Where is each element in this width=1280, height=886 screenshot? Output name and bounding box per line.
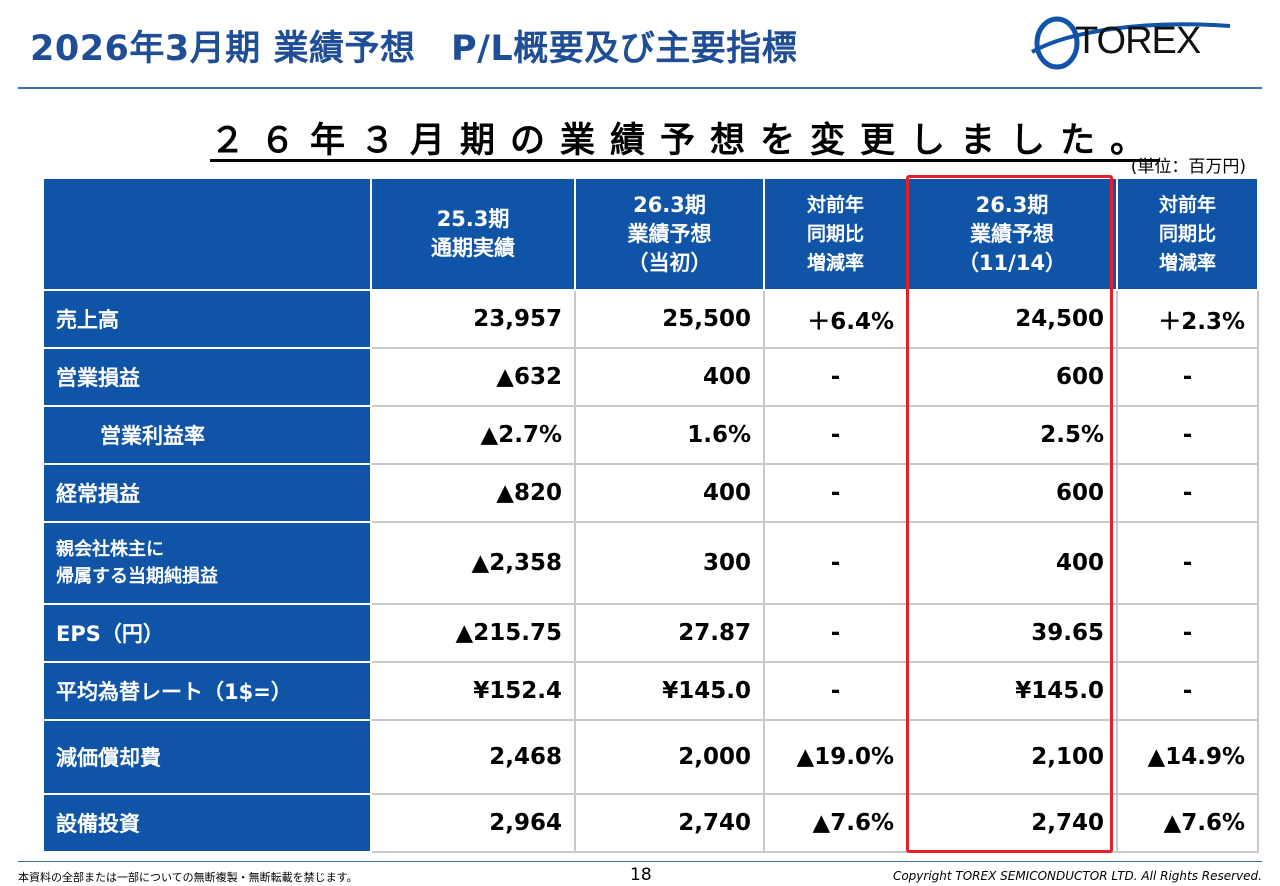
table-row: 営業利益率 ▲2.7% 1.6% - 2.5% - xyxy=(42,405,1259,465)
value-cell: 2,964 xyxy=(370,793,576,853)
header-corner xyxy=(42,177,372,291)
value-cell: - xyxy=(763,347,908,407)
value-cell: 400 xyxy=(906,521,1118,605)
header-fy25-actual: 25.3期 通期実績 xyxy=(370,177,576,291)
table-row: 営業損益 ▲632 400 - 600 - xyxy=(42,347,1259,407)
header-fy26-revised: 26.3期 業績予想 （11/14） xyxy=(906,177,1118,291)
row-label: 減価償却費 xyxy=(42,719,372,795)
value-cell: 27.87 xyxy=(574,603,765,663)
value-cell: 1.6% xyxy=(574,405,765,465)
row-label: 親会社株主に 帰属する当期純損益 xyxy=(42,521,372,605)
value-cell: ＋6.4% xyxy=(763,289,908,349)
row-label: EPS（円） xyxy=(42,603,372,663)
value-cell: 2,740 xyxy=(574,793,765,853)
page-number: 18 xyxy=(630,865,652,885)
value-cell: ▲2.7% xyxy=(370,405,576,465)
value-cell: 2,468 xyxy=(370,719,576,795)
value-cell: - xyxy=(1116,347,1259,407)
value-cell: 2,100 xyxy=(906,719,1118,795)
value-cell: ¥145.0 xyxy=(574,661,765,721)
footer-divider xyxy=(18,861,1262,862)
table-row: 設備投資 2,964 2,740 ▲7.6% 2,740 ▲7.6% xyxy=(42,793,1259,853)
value-cell: ▲19.0% xyxy=(763,719,908,795)
row-label: 平均為替レート（1$=） xyxy=(42,661,372,721)
value-cell: 24,500 xyxy=(906,289,1118,349)
revised-forecast-highlight xyxy=(906,175,1113,853)
table-row: 売上高 23,957 25,500 ＋6.4% 24,500 ＋2.3% xyxy=(42,289,1259,349)
value-cell: - xyxy=(763,521,908,605)
value-cell: ▲7.6% xyxy=(763,793,908,853)
value-cell: 600 xyxy=(906,347,1118,407)
table-row: 減価償却費 2,468 2,000 ▲19.0% 2,100 ▲14.9% xyxy=(42,719,1259,795)
value-cell: 2.5% xyxy=(906,405,1118,465)
value-cell: - xyxy=(1116,521,1259,605)
row-label: 設備投資 xyxy=(42,793,372,853)
footer-note: 本資料の全部または一部についての無断複製・無断転載を禁じます。 xyxy=(18,871,358,884)
header-yoy-2: 対前年 同期比 増減率 xyxy=(1116,177,1259,291)
torex-logo-icon xyxy=(1030,16,1231,70)
logo-text: TOREX xyxy=(1075,20,1201,62)
value-cell: 25,500 xyxy=(574,289,765,349)
pl-forecast-table: 25.3期 通期実績 26.3期 業績予想 （当初） 対前年 同期比 増減率 2… xyxy=(42,177,1259,853)
row-label: 営業損益 xyxy=(42,347,372,407)
value-cell: ¥152.4 xyxy=(370,661,576,721)
copyright: Copyright TOREX SEMICONDUCTOR LTD. All R… xyxy=(892,869,1262,883)
value-cell: ▲215.75 xyxy=(370,603,576,663)
value-cell: - xyxy=(763,603,908,663)
value-cell: 400 xyxy=(574,463,765,523)
row-label: 売上高 xyxy=(42,289,372,349)
value-cell: 300 xyxy=(574,521,765,605)
value-cell: ▲632 xyxy=(370,347,576,407)
value-cell: - xyxy=(763,661,908,721)
unit-label: (単位：百万円) xyxy=(1130,157,1246,177)
headline: ２６年３月期の業績予想を変更しました。 xyxy=(210,121,1161,161)
value-cell: ▲820 xyxy=(370,463,576,523)
value-cell: - xyxy=(763,405,908,465)
table-row: EPS（円） ▲215.75 27.87 - 39.65 - xyxy=(42,603,1259,663)
table-row: 平均為替レート（1$=） ¥152.4 ¥145.0 - ¥145.0 - xyxy=(42,661,1259,721)
table-header-row: 25.3期 通期実績 26.3期 業績予想 （当初） 対前年 同期比 増減率 2… xyxy=(42,177,1259,291)
value-cell: 2,000 xyxy=(574,719,765,795)
table-row: 経常損益 ▲820 400 - 600 - xyxy=(42,463,1259,523)
value-cell: 39.65 xyxy=(906,603,1118,663)
header-yoy-1: 対前年 同期比 増減率 xyxy=(763,177,908,291)
table-row: 親会社株主に 帰属する当期純損益 ▲2,358 300 - 400 - xyxy=(42,521,1259,605)
value-cell: ＋2.3% xyxy=(1116,289,1259,349)
value-cell: ¥145.0 xyxy=(906,661,1118,721)
value-cell: 400 xyxy=(574,347,765,407)
value-cell: 23,957 xyxy=(370,289,576,349)
row-label: 経常損益 xyxy=(42,463,372,523)
header-fy26-initial: 26.3期 業績予想 （当初） xyxy=(574,177,765,291)
value-cell: ▲2,358 xyxy=(370,521,576,605)
value-cell: ▲14.9% xyxy=(1116,719,1259,795)
value-cell: - xyxy=(1116,405,1259,465)
value-cell: 2,740 xyxy=(906,793,1118,853)
header-divider xyxy=(18,87,1262,89)
row-label-sub: 営業利益率 xyxy=(42,405,372,465)
value-cell: - xyxy=(763,463,908,523)
value-cell: 600 xyxy=(906,463,1118,523)
page-title: 2026年3月期 業績予想 P/L概要及び主要指標 xyxy=(30,29,798,69)
value-cell: ▲7.6% xyxy=(1116,793,1259,853)
value-cell: - xyxy=(1116,661,1259,721)
value-cell: - xyxy=(1116,463,1259,523)
value-cell: - xyxy=(1116,603,1259,663)
